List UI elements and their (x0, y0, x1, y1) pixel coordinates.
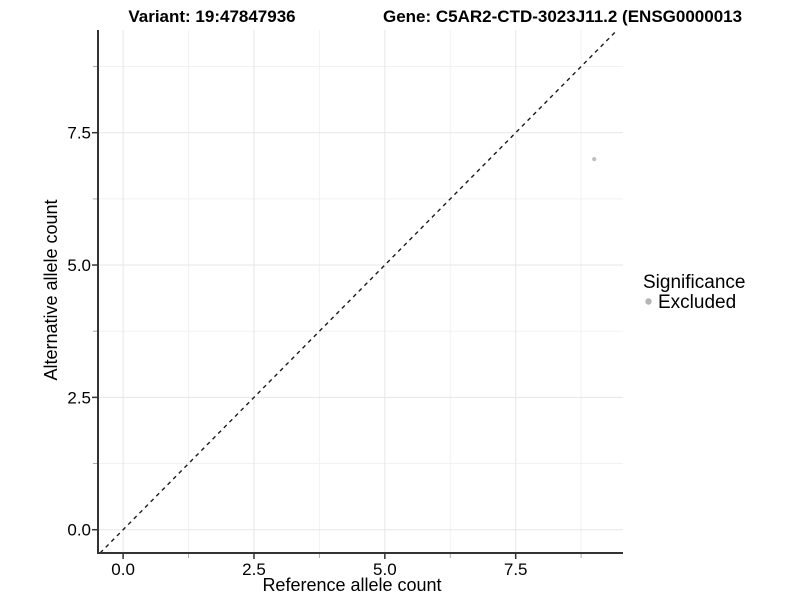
y-tick-label: 2.5 (67, 388, 91, 407)
identity-line (99, 29, 618, 554)
x-tick-label: 0.0 (111, 560, 135, 579)
y-tick-label: 5.0 (67, 256, 91, 275)
legend-item-excluded-label: Excluded (658, 292, 736, 313)
data-point-excluded (592, 157, 597, 162)
plot-title-gene: Gene: C5AR2-CTD-3023J11.2 (ENSG0000013 (383, 7, 742, 26)
legend-key-excluded-dot (645, 298, 652, 305)
plot-panel: 0.0 2.5 5.0 7.5 0.0 2.5 5.0 7.5 (67, 29, 623, 579)
y-tick-label: 7.5 (67, 124, 91, 143)
y-axis-title: Alternative allele count (41, 199, 61, 380)
legend: Significance Excluded (643, 272, 745, 313)
x-tick-label: 2.5 (242, 560, 266, 579)
plot-title-variant: Variant: 19:47847936 (128, 7, 295, 26)
x-tick-label: 5.0 (373, 560, 397, 579)
x-axis-title: Reference allele count (262, 575, 441, 595)
x-tick-label: 7.5 (504, 560, 528, 579)
legend-title: Significance (643, 272, 745, 293)
y-tick-label: 0.0 (67, 521, 91, 540)
